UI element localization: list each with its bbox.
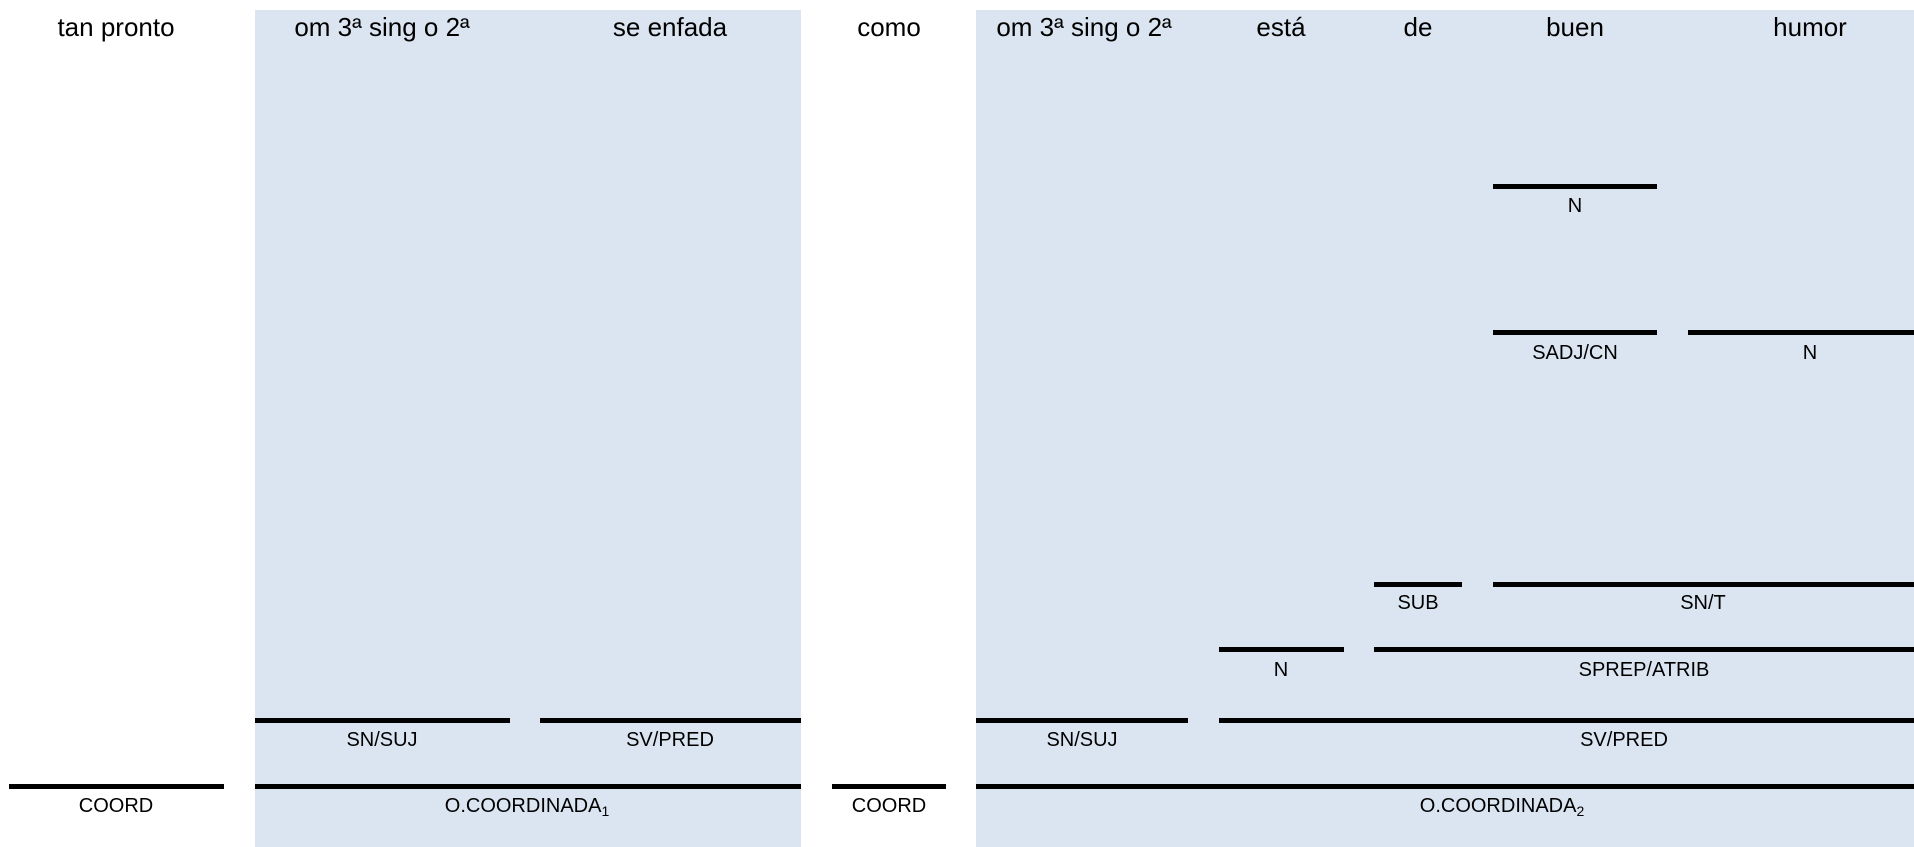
rule-o-coordinada-1 [255,784,801,789]
label-sub: SUB [1397,592,1439,614]
label-sprep-atrib: SPREP/ATRIB [1578,659,1710,681]
label-sn-t: SN/T [1680,592,1726,614]
label-n-buen: N [1567,195,1583,217]
word-como: como [857,12,921,42]
word-esta: está [1256,12,1306,42]
rule-sv-pred-2 [1219,718,1914,723]
rule-o-coordinada-2 [976,784,1914,789]
rule-n-humor [1688,330,1914,335]
rule-sn-suj-1 [255,718,510,723]
word-de: de [1403,12,1433,42]
label-n-esta: N [1273,659,1289,681]
rule-coord-2 [832,784,946,789]
label-coord-2: COORD [851,795,927,817]
word-omitted-subject-2: om 3ª sing o 2ª [996,12,1172,42]
label-sn-suj-2: SN/SUJ [1046,729,1118,751]
label-sn-suj-1: SN/SUJ [346,729,418,751]
label-o-coordinada-2: O.COORDINADA2 [1420,794,1584,823]
rule-sn-t [1493,582,1914,587]
label-o-coordinada-1: O.COORDINADA1 [445,794,609,823]
word-buen: buen [1546,12,1604,42]
label-coord-1: COORD [78,795,154,817]
rule-sv-pred-1 [540,718,801,723]
rule-n-buen [1493,184,1657,189]
word-omitted-subject-1: om 3ª sing o 2ª [294,12,470,42]
rule-sprep-atrib [1374,647,1914,652]
label-sadj-cn: SADJ/CN [1532,342,1618,364]
rule-sn-suj-2 [976,718,1188,723]
rule-coord-1 [9,784,224,789]
clause-2-panel [976,10,1914,847]
o-coordinada-1-subscript: 1 [601,803,610,819]
clause-1-panel [255,10,801,847]
label-n-humor: N [1802,342,1818,364]
word-humor: humor [1773,12,1847,42]
o-coordinada-1-text: O.COORDINADA [444,795,602,817]
o-coordinada-2-text: O.COORDINADA [1419,795,1577,817]
rule-sub [1374,582,1462,587]
label-sv-pred-2: SV/PRED [1580,729,1668,751]
word-se-enfada: se enfada [612,12,728,42]
rule-sadj-cn [1493,330,1657,335]
rule-n-esta [1219,647,1344,652]
o-coordinada-2-subscript: 2 [1576,803,1585,819]
label-sv-pred-1: SV/PRED [626,729,714,751]
word-tan-pronto: tan pronto [57,12,175,42]
